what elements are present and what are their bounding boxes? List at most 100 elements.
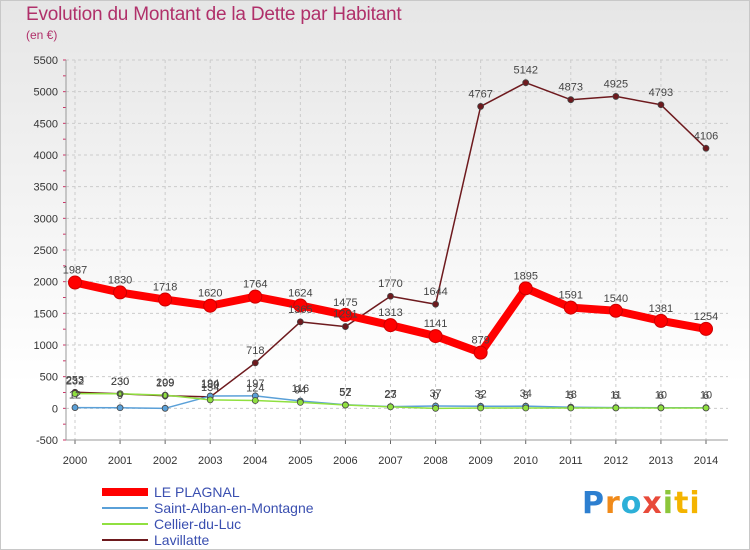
x-tick-label: 2008 bbox=[423, 455, 447, 467]
data-point bbox=[563, 300, 578, 315]
data-label: 232 bbox=[66, 376, 84, 388]
data-label: 1365 bbox=[288, 304, 312, 316]
legend-label: Saint-Alban-en-Montagne bbox=[154, 500, 314, 516]
data-point bbox=[71, 390, 79, 398]
data-label: 230 bbox=[111, 376, 129, 388]
chart-title: Evolution du Montant de la Dette par Hab… bbox=[26, 4, 402, 25]
legend-swatch bbox=[102, 488, 148, 496]
chart-axes: -500050010001500200025003000350040004500… bbox=[34, 55, 728, 467]
data-label: 209 bbox=[156, 377, 174, 389]
data-label: 4873 bbox=[559, 82, 583, 94]
data-point bbox=[608, 303, 623, 318]
legend-swatch bbox=[102, 523, 148, 525]
data-label: 0 bbox=[433, 390, 439, 402]
x-tick-label: 2010 bbox=[513, 455, 537, 467]
data-label: 1644 bbox=[423, 286, 447, 298]
data-label: 718 bbox=[246, 345, 264, 357]
data-label: 1291 bbox=[333, 309, 357, 321]
data-label: 1987 bbox=[63, 264, 87, 276]
data-point bbox=[71, 404, 79, 411]
y-tick-label: 5500 bbox=[34, 55, 58, 67]
chart-subtitle: (en €) bbox=[26, 28, 58, 42]
data-label: 197 bbox=[246, 378, 264, 390]
y-tick-label: 2000 bbox=[34, 277, 58, 289]
data-label: 1620 bbox=[198, 288, 222, 300]
data-point bbox=[161, 391, 169, 399]
data-point bbox=[522, 404, 530, 412]
data-label: 1381 bbox=[649, 303, 673, 315]
data-label: 5142 bbox=[513, 65, 537, 77]
data-point bbox=[113, 285, 128, 300]
proxiti-logo: Proxiti bbox=[582, 486, 701, 521]
data-point bbox=[657, 101, 665, 109]
x-tick-label: 2014 bbox=[694, 455, 718, 467]
data-point bbox=[342, 323, 349, 330]
legend-label: LE PLAGNAL bbox=[154, 484, 240, 500]
data-point bbox=[206, 396, 214, 404]
x-tick-label: 2006 bbox=[333, 455, 357, 467]
data-label: 6 bbox=[658, 390, 664, 402]
data-label: 194 bbox=[201, 378, 219, 390]
data-label: 5 bbox=[478, 390, 484, 402]
data-label: 37 bbox=[429, 388, 441, 400]
x-tick-label: 2004 bbox=[243, 455, 267, 467]
data-point bbox=[383, 318, 398, 333]
data-label: 230 bbox=[111, 376, 129, 388]
data-label: 1770 bbox=[378, 278, 402, 290]
data-label: 124 bbox=[246, 382, 264, 394]
data-label: 1313 bbox=[378, 307, 402, 319]
data-label: 1624 bbox=[288, 287, 312, 299]
data-label: 1475 bbox=[333, 297, 357, 309]
data-point bbox=[251, 359, 259, 367]
legend-label: Cellier-du-Luc bbox=[154, 516, 242, 532]
y-tick-label: 500 bbox=[40, 372, 58, 384]
data-label: 134 bbox=[201, 382, 219, 394]
data-point bbox=[473, 345, 488, 360]
data-label: 879 bbox=[471, 335, 489, 347]
data-label: 11 bbox=[610, 390, 621, 402]
x-tick-label: 2007 bbox=[378, 455, 402, 467]
legend-swatch bbox=[102, 539, 148, 541]
data-label: 1830 bbox=[108, 274, 132, 286]
y-tick-label: 2500 bbox=[34, 245, 58, 257]
data-point bbox=[702, 404, 710, 412]
data-point bbox=[296, 398, 304, 406]
data-point bbox=[518, 281, 533, 296]
data-label: 4793 bbox=[649, 87, 673, 99]
data-point bbox=[522, 79, 530, 87]
data-label: 1254 bbox=[694, 311, 718, 323]
data-point bbox=[567, 404, 575, 412]
x-tick-label: 2011 bbox=[559, 455, 583, 467]
data-point bbox=[702, 144, 710, 152]
data-label: 4767 bbox=[468, 88, 492, 100]
chart-series bbox=[68, 79, 713, 412]
data-label: 6 bbox=[703, 390, 709, 402]
data-point bbox=[116, 404, 124, 412]
data-point bbox=[296, 318, 304, 326]
x-tick-label: 2013 bbox=[649, 455, 673, 467]
data-label: 27 bbox=[384, 389, 396, 401]
y-tick-label: 4000 bbox=[34, 150, 58, 162]
data-label: 34 bbox=[520, 388, 532, 400]
data-label: 12 bbox=[69, 390, 81, 402]
y-tick-label: 5000 bbox=[34, 87, 58, 99]
data-point bbox=[203, 298, 218, 313]
data-label: 253 bbox=[66, 374, 84, 386]
y-tick-label: 1500 bbox=[34, 308, 58, 320]
data-label: 199 bbox=[156, 378, 174, 390]
data-label: 4106 bbox=[694, 130, 718, 142]
data-point bbox=[477, 404, 485, 412]
x-tick-label: 2005 bbox=[288, 455, 312, 467]
data-point bbox=[567, 96, 575, 104]
data-point bbox=[699, 321, 713, 336]
data-label: 5 bbox=[568, 390, 574, 402]
y-tick-label: 0 bbox=[52, 403, 58, 415]
data-point bbox=[428, 329, 443, 344]
data-label: 1718 bbox=[153, 282, 177, 294]
data-label: 4925 bbox=[604, 78, 628, 90]
data-label: 6 bbox=[613, 390, 619, 402]
y-tick-label: 1000 bbox=[34, 340, 58, 352]
x-tick-label: 2002 bbox=[153, 455, 177, 467]
data-label: 32 bbox=[475, 388, 487, 400]
